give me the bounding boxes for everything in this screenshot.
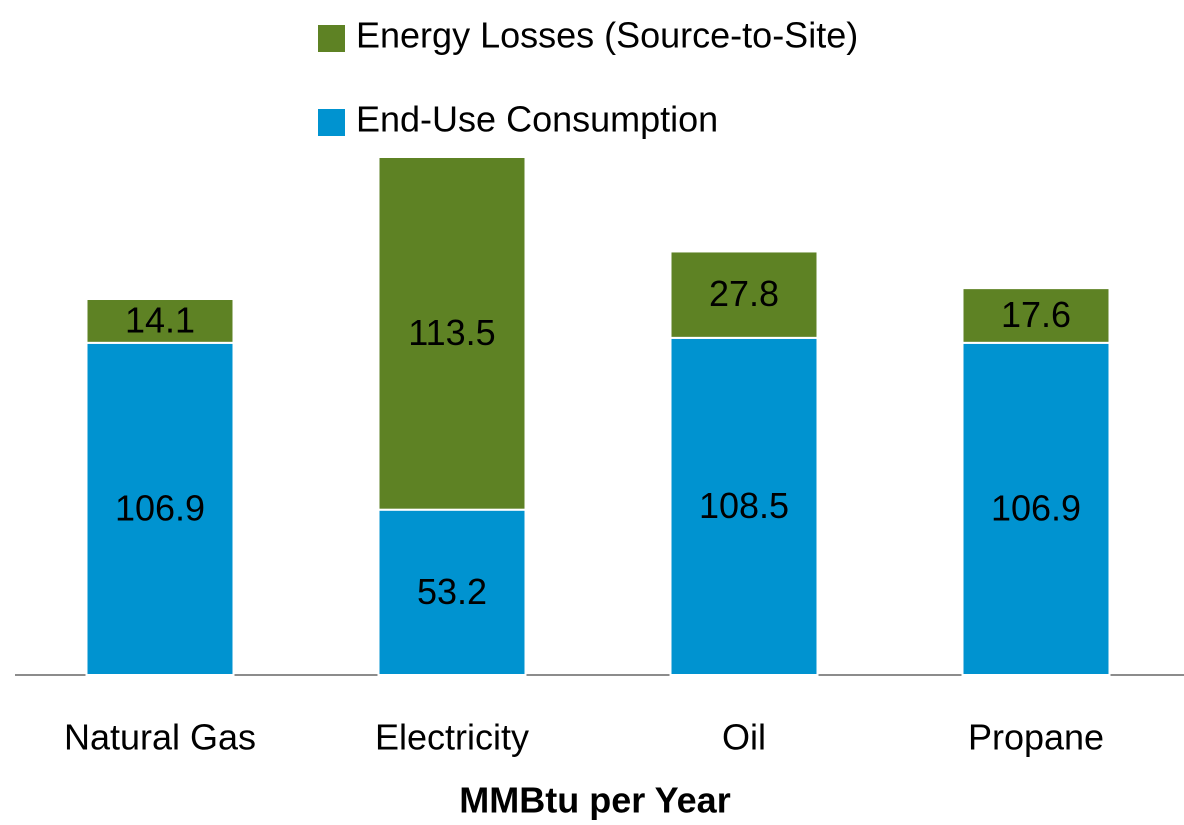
bar-segment	[961, 341, 1111, 676]
x-tick-label: Oil	[722, 717, 766, 758]
legend-swatch	[318, 25, 345, 52]
legend-label: Energy Losses (Source-to-Site)	[356, 15, 858, 56]
data-label: 14.1	[125, 299, 195, 340]
data-label: 17.6	[1001, 294, 1071, 335]
x-axis-title: MMBtu per Year	[459, 780, 730, 821]
x-tick-label: Electricity	[375, 717, 529, 758]
bar-segment	[85, 298, 235, 344]
data-label: 53.2	[417, 571, 487, 612]
legend-swatch	[318, 109, 345, 136]
x-tick-label: Natural Gas	[64, 717, 256, 758]
data-label: 27.8	[709, 273, 779, 314]
data-label: 106.9	[115, 487, 205, 528]
bar-segment	[669, 336, 819, 676]
bar-segment	[85, 341, 235, 676]
bar-segment	[377, 156, 527, 511]
data-label: 113.5	[408, 312, 495, 353]
data-label: 108.5	[699, 485, 789, 526]
bar-segment	[961, 287, 1111, 344]
legend-label: End-Use Consumption	[356, 99, 718, 140]
bar-segment	[669, 250, 819, 339]
x-tick-label: Propane	[968, 717, 1104, 758]
data-label: 106.9	[991, 487, 1081, 528]
